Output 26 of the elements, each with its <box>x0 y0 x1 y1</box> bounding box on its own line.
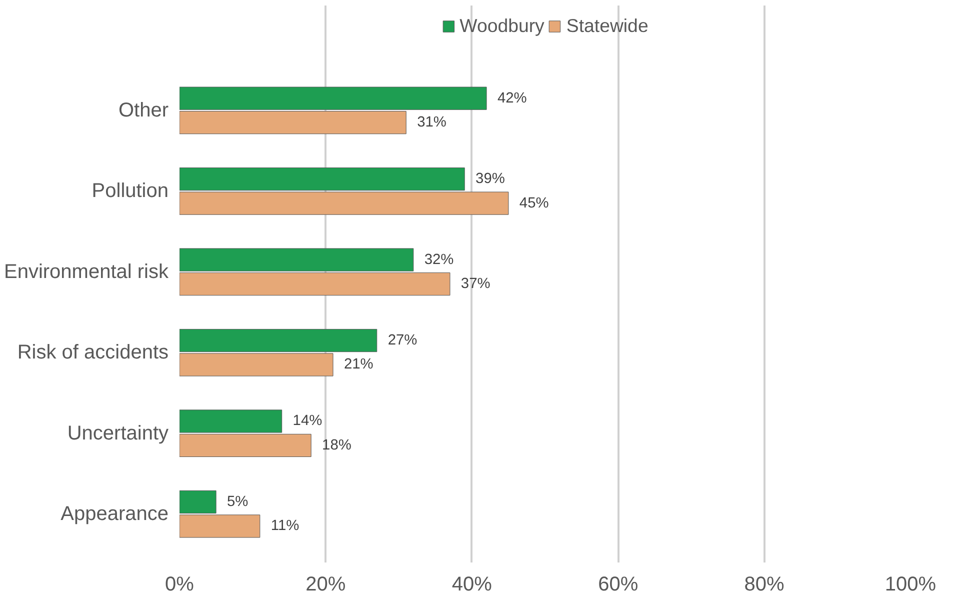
legend-label: Woodbury <box>460 15 544 37</box>
y-tick-label: Risk of accidents <box>17 342 168 364</box>
y-tick-label: Appearance <box>60 503 169 526</box>
legend-label: Statewide <box>566 15 648 37</box>
y-tick-label: Environmental risk <box>4 260 170 283</box>
data-label: 11% <box>270 518 300 534</box>
data-label: 14% <box>292 413 322 430</box>
data-label: 31% <box>417 114 446 131</box>
x-tick-label: 0% <box>165 574 194 596</box>
data-label: 27% <box>388 332 418 349</box>
data-label: 39% <box>476 171 505 188</box>
data-label: 32% <box>424 252 454 268</box>
data-label: 5% <box>227 494 248 510</box>
y-tick-label: Pollution <box>92 180 168 202</box>
x-tick-label: 80% <box>744 574 785 596</box>
x-tick-label: 40% <box>452 574 492 596</box>
y-tick-label: Other <box>118 99 169 122</box>
data-label: 18% <box>322 437 352 454</box>
data-label: 42% <box>497 90 527 106</box>
data-label: 45% <box>519 195 549 212</box>
data-label: 37% <box>460 276 490 292</box>
y-tick-label: Uncertainty <box>67 422 169 444</box>
data-label: 21% <box>344 356 374 373</box>
x-tick-label: 20% <box>306 574 346 596</box>
x-tick-label: 60% <box>598 574 638 596</box>
x-tick-label: 100% <box>884 574 936 596</box>
